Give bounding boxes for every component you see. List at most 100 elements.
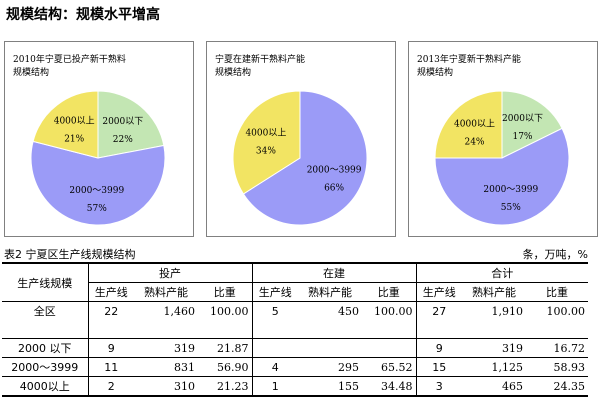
table-subheader-row: 生产线 熟料产能 比重 生产线 熟料产能 比重 生产线 熟料产能 比重	[2, 282, 588, 302]
slice-percent-label: 55%	[501, 203, 521, 213]
slice-percent-label: 34%	[256, 146, 276, 156]
pie-chart-2010-operating: 2000以下 22% 2000～3999 57% 4000以上 21% 2010年宁夏已投…	[4, 41, 194, 237]
slice-label: 2000以下 17%	[502, 114, 543, 142]
cell: 100.00	[526, 301, 588, 320]
pie-slice	[242, 90, 368, 226]
pie-svg: 2000以下 22% 2000～3999 57% 4000以上 21%	[30, 90, 166, 226]
slice-category-label: 2000～3999	[307, 166, 362, 176]
cell: 58.93	[526, 357, 588, 377]
slice-category-label: 2000以下	[502, 114, 543, 124]
pie-svg: 2000～3999 66% 4000以上 34%	[232, 90, 368, 226]
slice-label: 2000以下 22%	[102, 117, 143, 145]
cell: 319	[462, 338, 526, 358]
slice-percent-label: 66%	[324, 184, 344, 194]
slice-category-label: 2000以下	[102, 117, 143, 127]
cell: 21.23	[198, 376, 252, 397]
chart-title: 宁夏在建新干熟料产能 规模结构	[215, 55, 306, 78]
slice-category-label: 4000以上	[245, 127, 286, 138]
cell: 1,460	[134, 301, 198, 320]
slice-label: 4000以上 21%	[54, 115, 95, 144]
pie-slice	[30, 140, 166, 226]
table-row: 2000～3999 11 831 56.90 4 295 65.52 15 1,…	[2, 357, 588, 377]
slice-category-label: 4000以上	[454, 119, 495, 130]
subheader-share: 比重	[526, 282, 588, 302]
row-label: 4000以上	[2, 376, 88, 397]
row-header: 生产线规模	[2, 262, 88, 302]
cell: 450	[298, 301, 362, 320]
slice-percent-label: 21%	[64, 134, 84, 144]
cell: 65.52	[362, 357, 416, 377]
subheader-capacity: 熟料产能	[462, 282, 526, 302]
row-label: 全区	[2, 301, 88, 320]
slice-percent-label: 57%	[87, 204, 107, 214]
cell: 11	[87, 357, 134, 377]
cell: 310	[134, 376, 198, 397]
page-title: 规模结构：规模水平增高	[6, 7, 160, 23]
cell: 56.90	[198, 357, 252, 377]
table-row: 2000 以下 9 319 21.87 9 319 16.72	[2, 338, 588, 358]
subheader-share: 比重	[362, 282, 416, 302]
cell: 831	[134, 357, 198, 377]
pie-slice	[97, 90, 165, 159]
subheader-capacity: 熟料产能	[134, 282, 198, 302]
slice-label: 4000以上 34%	[245, 127, 286, 156]
cell	[362, 338, 416, 358]
pie-chart-2013: 2000以下 17% 2000～3999 55% 4000以上 24% 2013年宁夏新干…	[408, 41, 598, 237]
cell: 295	[298, 357, 362, 377]
cell: 5	[251, 301, 298, 320]
group-header-construction: 在建	[251, 262, 416, 283]
cell: 16.72	[526, 338, 588, 358]
cell: 155	[298, 376, 362, 397]
pie-slice	[434, 127, 570, 226]
pie-chart-under-construction: 2000～3999 66% 4000以上 34% 宁夏在建新干熟料产能 规模结构	[206, 41, 396, 237]
chart-title: 2010年宁夏已投产新干熟料 规模结构	[13, 55, 126, 78]
table-units: 条，万吨，%	[522, 248, 588, 261]
pie-svg: 2000以下 17% 2000～3999 55% 4000以上 24%	[434, 90, 570, 226]
row-label: 2000～3999	[2, 357, 88, 377]
slice-percent-label: 24%	[464, 138, 484, 148]
subheader-lines: 生产线	[87, 282, 134, 302]
cell: 1,910	[462, 301, 526, 320]
row-label: 2000 以下	[2, 338, 88, 358]
cell: 2	[87, 376, 134, 397]
slice-percent-label: 17%	[512, 132, 532, 142]
table-spacer-row	[2, 320, 588, 339]
cell: 27	[415, 301, 462, 320]
pie-slice	[434, 90, 503, 159]
table-caption: 表2 宁夏区生产线规模结构	[4, 248, 136, 261]
group-header-operating: 投产	[87, 262, 252, 283]
pie-slice	[32, 90, 99, 159]
cell: 1	[251, 376, 298, 397]
table-row-total: 全区 22 1,460 100.00 5 450 100.00 27 1,910…	[2, 301, 588, 320]
slice-label: 2000～3999 66%	[307, 166, 362, 194]
cell: 3	[415, 376, 462, 397]
chart-title: 2013年宁夏新干熟料产能 规模结构	[417, 55, 521, 78]
table-row: 4000以上 2 310 21.23 1 155 34.48 3 465 24.…	[2, 376, 588, 397]
pie-slice	[501, 90, 563, 159]
subheader-lines: 生产线	[251, 282, 298, 302]
subheader-lines: 生产线	[415, 282, 462, 302]
subheader-capacity: 熟料产能	[298, 282, 362, 302]
cell	[298, 338, 362, 358]
cell: 4	[251, 357, 298, 377]
cell: 21.87	[198, 338, 252, 358]
pie-slice	[232, 90, 301, 195]
slice-label: 2000～3999 57%	[69, 186, 124, 214]
slice-percent-label: 22%	[113, 135, 133, 145]
slice-category-label: 4000以上	[54, 115, 95, 126]
table-header-row: 生产线规模 投产 在建 合计	[2, 262, 588, 302]
cell: 465	[462, 376, 526, 397]
cell: 1,125	[462, 357, 526, 377]
cell: 319	[134, 338, 198, 358]
group-header-total: 合计	[415, 262, 588, 283]
cell: 22	[87, 301, 134, 320]
cell	[251, 338, 298, 358]
scale-structure-table: 生产线规模 投产 在建 合计 生产线 熟料产能 比重 生产线 熟料产能 比重 生…	[2, 262, 588, 397]
cell: 24.35	[526, 376, 588, 397]
cell: 100.00	[362, 301, 416, 320]
cell: 34.48	[362, 376, 416, 397]
cell: 100.00	[198, 301, 252, 320]
slice-category-label: 2000～3999	[483, 185, 538, 195]
cell: 9	[87, 338, 134, 358]
cell: 15	[415, 357, 462, 377]
